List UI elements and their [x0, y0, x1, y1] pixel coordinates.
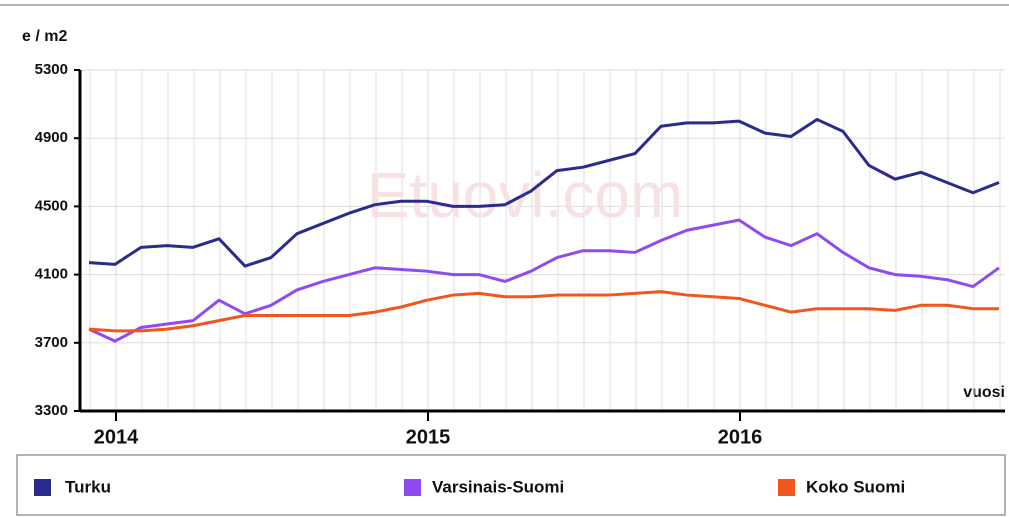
x-axis-label: vuosi [963, 384, 1005, 401]
y-tick-label: 4900 [35, 129, 68, 146]
y-tick-label: 4500 [35, 197, 68, 214]
legend-swatch [404, 479, 421, 496]
line [88, 117, 1000, 268]
y-tick-label: 4100 [35, 266, 68, 283]
legend-label: Varsinais-Suomi [432, 477, 564, 496]
y-tick-label: 3300 [35, 402, 68, 419]
y-tick-label: 5300 [35, 61, 68, 78]
legend-label: Koko Suomi [806, 477, 905, 496]
line [88, 290, 999, 333]
x-tick-label: 2016 [718, 426, 763, 448]
y-axis-label: e / m2 [22, 28, 67, 45]
legend-swatch [778, 479, 795, 496]
x-tick-label: 2015 [406, 426, 451, 448]
legend-box [16, 454, 1006, 516]
legend-label: Turku [65, 477, 111, 496]
line [88, 218, 1000, 343]
x-tick-label: 2014 [94, 426, 139, 448]
y-tick-label: 3700 [35, 334, 68, 351]
legend-swatch [34, 479, 51, 496]
